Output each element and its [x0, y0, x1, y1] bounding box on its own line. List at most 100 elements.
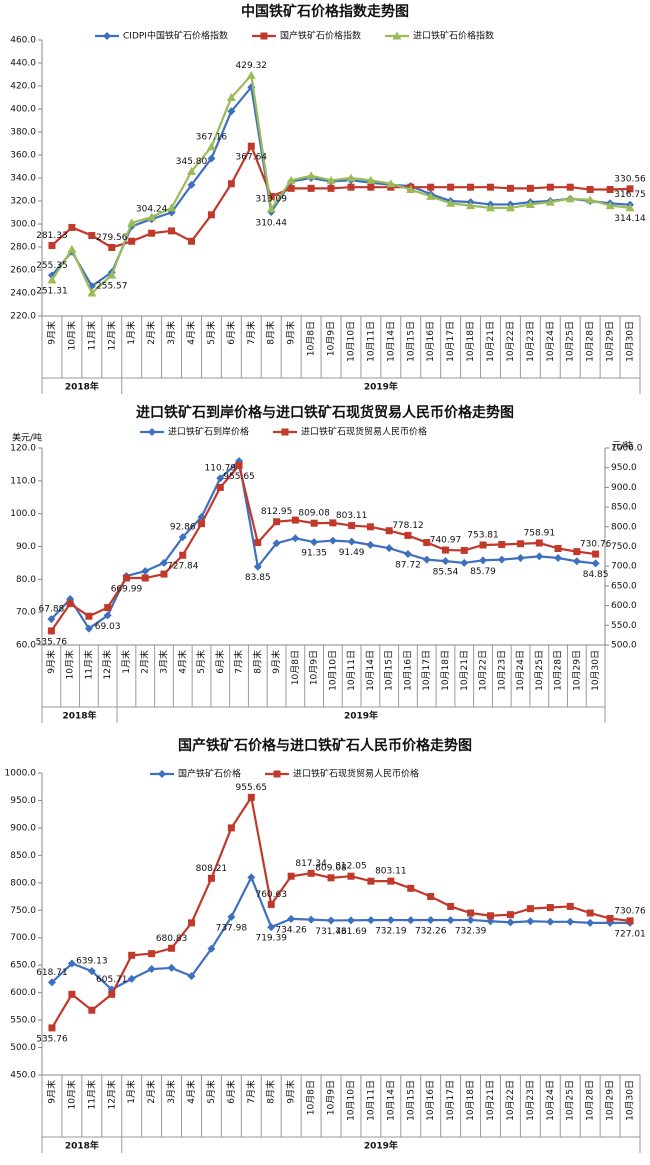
data-label: 85.54: [433, 568, 459, 578]
data-label: 669.99: [111, 585, 143, 595]
x-tick-label: 9月末: [45, 1080, 57, 1104]
marker: [207, 211, 215, 219]
marker: [147, 965, 156, 974]
marker: [88, 1006, 96, 1014]
marker: [48, 241, 56, 249]
data-label: 535.76: [36, 1034, 68, 1044]
y-tick-label: 110.0: [10, 476, 36, 486]
y-tick-label: 450.0: [10, 1071, 36, 1081]
marker: [179, 551, 187, 559]
x-tick-label: 9月末: [285, 321, 297, 345]
y2-tick-label: 750.0: [611, 542, 637, 552]
data-label: 680.83: [156, 934, 188, 944]
data-label: 251.31: [36, 286, 68, 296]
marker: [246, 70, 256, 79]
y2-tick-label: 1000.0: [611, 444, 643, 454]
marker: [506, 911, 514, 919]
y2-tick-label: 600.0: [611, 601, 637, 611]
marker: [366, 540, 375, 549]
marker: [327, 916, 336, 925]
x-tick-label: 10月24日: [515, 650, 526, 691]
data-label: 737.98: [216, 923, 248, 933]
data-label: 345.80: [176, 157, 208, 167]
marker: [141, 567, 150, 576]
marker: [207, 154, 216, 163]
marker: [48, 1024, 56, 1032]
x-tick-label: 4月末: [185, 321, 197, 345]
x-tick-label: 11月末: [85, 1080, 97, 1109]
marker: [88, 232, 96, 239]
marker: [466, 915, 475, 924]
marker: [310, 519, 318, 527]
x-tick-label: 10月28日: [553, 650, 564, 691]
marker: [266, 204, 276, 213]
y2-tick-label: 700.0: [611, 562, 637, 572]
marker: [247, 793, 255, 801]
x-tick-label: 8月末: [265, 321, 277, 345]
series-line: [51, 794, 631, 1029]
marker: [226, 93, 236, 101]
marker: [423, 539, 431, 547]
marker: [122, 574, 130, 582]
data-label: 367.16: [196, 132, 228, 142]
marker: [327, 184, 335, 192]
data-label: 91.49: [339, 548, 365, 558]
data-label: 279.56: [96, 233, 128, 243]
marker: [625, 203, 635, 212]
data-label: 732.19: [375, 927, 407, 937]
marker: [103, 611, 112, 620]
marker: [385, 544, 394, 553]
marker: [348, 522, 356, 530]
marker: [367, 877, 375, 885]
data-label: 304.24: [136, 205, 168, 215]
marker: [158, 770, 166, 778]
marker: [286, 175, 296, 184]
marker: [148, 950, 156, 958]
x-tick-label: 10月末: [65, 1080, 77, 1109]
y-tick-label: 380.0: [10, 128, 36, 138]
x-tick-label: 8月末: [251, 650, 263, 674]
marker: [526, 905, 534, 913]
marker: [486, 203, 495, 212]
data-label: 281.33: [36, 231, 68, 241]
x-tick-label: 5月末: [195, 650, 207, 674]
x-tick-label: 12月末: [101, 650, 113, 679]
x-tick-label: 7月末: [233, 650, 245, 674]
y-tick-label: 280.0: [10, 243, 36, 253]
marker: [497, 555, 506, 564]
marker: [329, 519, 337, 527]
marker: [426, 916, 435, 925]
x-tick-label: 10月14日: [365, 650, 376, 691]
marker: [366, 916, 375, 925]
marker: [167, 963, 176, 972]
marker: [505, 203, 515, 212]
marker: [128, 237, 136, 245]
x-tick-label: 11月末: [82, 650, 94, 679]
x-tick-label: 2月末: [139, 650, 151, 674]
x-tick-label: 10月末: [64, 650, 76, 679]
y-axis-label: 美元/吨: [12, 432, 42, 444]
marker: [586, 909, 594, 917]
data-label: 314.14: [614, 214, 646, 224]
y-tick-label: 220.0: [10, 312, 36, 322]
marker: [626, 185, 634, 193]
y-tick-label: 1000.0: [5, 769, 37, 779]
x-tick-label: 10月22日: [505, 321, 516, 362]
marker: [103, 32, 111, 40]
marker: [273, 518, 281, 526]
x-tick-label: 10月22日: [478, 650, 489, 691]
marker: [235, 461, 243, 469]
marker: [554, 544, 562, 552]
marker: [87, 967, 96, 976]
data-label: 740.97: [430, 536, 462, 546]
marker: [47, 627, 55, 635]
marker: [404, 531, 412, 539]
legend-label: 进口铁矿石现货贸易人民币价格: [301, 426, 427, 438]
marker: [407, 884, 415, 892]
marker: [148, 229, 156, 237]
marker: [427, 893, 435, 901]
y-tick-label: 340.0: [10, 174, 36, 184]
marker: [386, 179, 396, 188]
series-line: [51, 72, 631, 295]
marker: [267, 192, 275, 200]
